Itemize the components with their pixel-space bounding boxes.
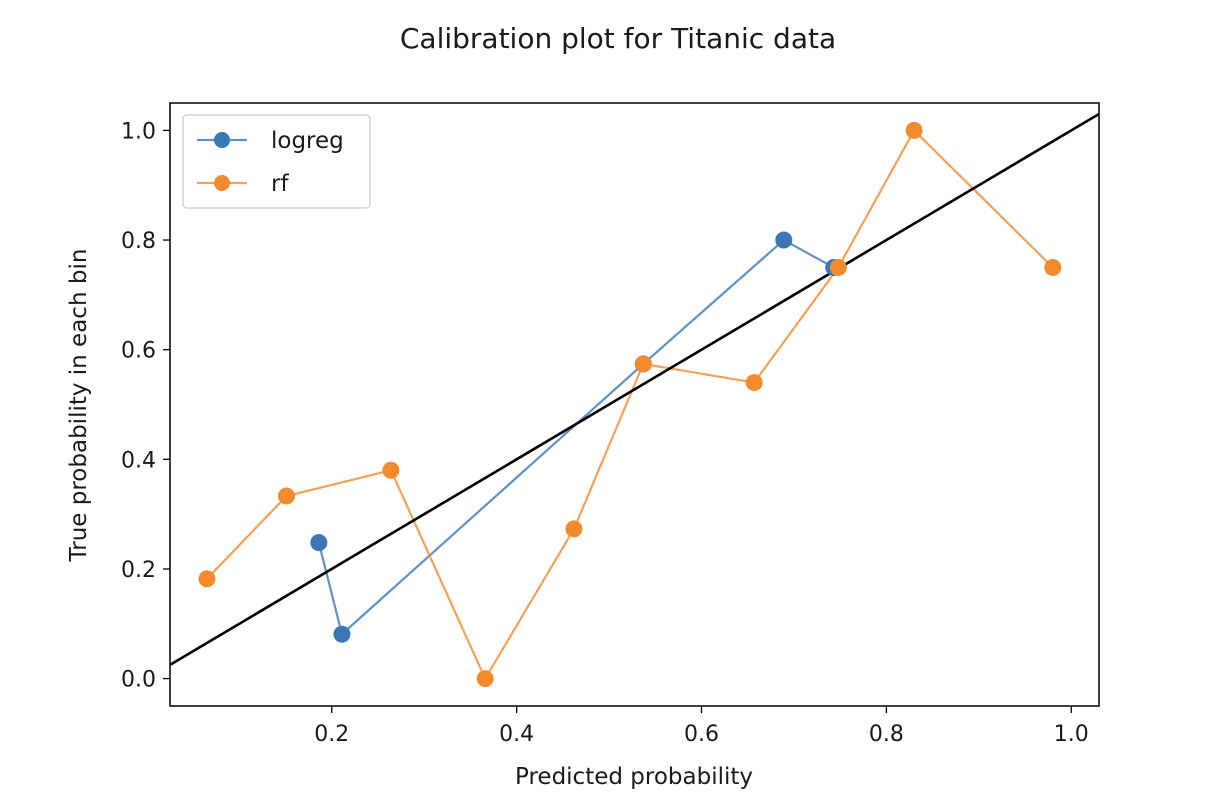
data-point-rf (277, 487, 295, 505)
x-tick-label: 0.2 (314, 722, 349, 747)
plot-frame (169, 102, 1100, 707)
axis-ticks: 0.2 0.4 0.6 0.8 1.0 0.0 0.2 0.4 0.6 0.8 1.0 (121, 119, 1089, 747)
y-tick-label: 0.4 (121, 448, 156, 473)
data-point-rf (1044, 258, 1062, 276)
y-tick-label: 1.0 (121, 119, 156, 144)
legend-label-rf: rf (271, 171, 289, 197)
legend-marker-logreg (214, 132, 230, 148)
legend: logreg rf (182, 114, 371, 209)
data-point-rf (198, 570, 216, 588)
plot-area (170, 112, 1099, 688)
y-tick-label: 0.6 (121, 339, 156, 364)
legend-label-logreg: logreg (271, 128, 344, 154)
x-tick-label: 0.6 (684, 722, 719, 747)
data-point-logreg (775, 231, 793, 249)
data-point-rf (476, 670, 494, 688)
data-point-rf (745, 374, 763, 392)
x-tick-label: 0.4 (499, 722, 534, 747)
chart-title: Calibration plot for Titanic data (400, 22, 836, 55)
data-point-rf (382, 461, 400, 479)
y-tick-label: 0.8 (121, 229, 156, 254)
y-tick-label: 0.0 (121, 668, 156, 693)
data-point-logreg (333, 625, 351, 643)
x-tick-label: 0.8 (869, 722, 904, 747)
series-line-rf (206, 129, 1054, 680)
legend-marker-rf (214, 175, 230, 191)
data-point-rf (829, 258, 847, 276)
perfect-calibration-line (170, 112, 1099, 667)
x-tick-label: 1.0 (1054, 722, 1089, 747)
data-point-rf (905, 121, 923, 139)
data-point-rf (565, 520, 583, 538)
data-point-logreg (310, 534, 328, 552)
y-axis-label: True probability in each bin (66, 249, 92, 563)
x-axis-label: Predicted probability (515, 764, 753, 790)
y-tick-label: 0.2 (121, 558, 156, 583)
data-point-rf (634, 355, 652, 373)
